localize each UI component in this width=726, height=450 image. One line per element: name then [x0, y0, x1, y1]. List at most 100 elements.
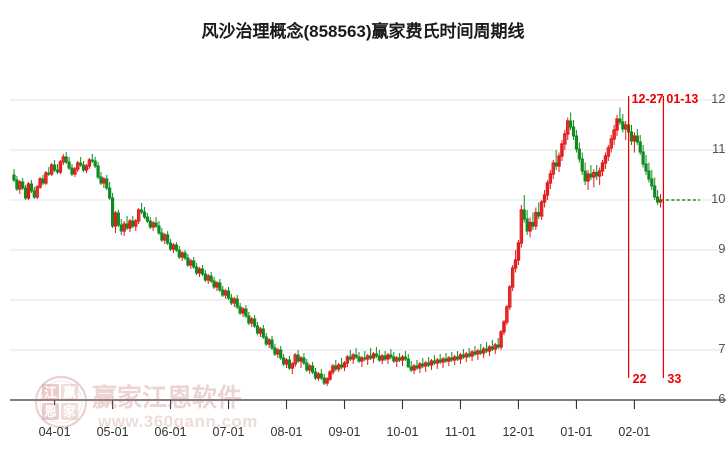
candle-body	[467, 353, 471, 357]
candle-body	[160, 232, 164, 241]
candle-body-fill	[593, 173, 595, 177]
candle-body	[282, 357, 286, 365]
candle-body	[481, 348, 486, 354]
candle-body-fill	[547, 183, 548, 195]
candle-body	[215, 282, 219, 288]
candle-body	[432, 360, 436, 364]
fib-count-label: 33	[667, 372, 682, 386]
candle-body	[84, 165, 89, 171]
candle-body	[212, 280, 216, 288]
candle-body	[336, 364, 341, 370]
candle-body-fill	[564, 134, 566, 144]
candle-body	[496, 344, 500, 348]
candle-body-fill	[567, 121, 569, 134]
candle-body	[113, 212, 118, 227]
candle-body	[629, 131, 634, 142]
candle-body	[522, 209, 526, 220]
candle-body-fill	[387, 355, 389, 359]
candle-body	[525, 218, 529, 232]
candle-body-fill	[326, 379, 328, 383]
candle-body	[577, 148, 581, 160]
candle-body-fill	[402, 357, 403, 360]
candle-body-fill	[610, 139, 612, 148]
x-axis-tick-label: 02-01	[618, 425, 651, 439]
candle-body	[597, 170, 602, 177]
candle-body	[415, 365, 419, 369]
candle-body-fill	[521, 210, 522, 243]
candle-body	[241, 308, 245, 314]
candle-body-fill	[225, 291, 226, 295]
candle-body	[293, 354, 297, 365]
candle-body	[438, 359, 442, 363]
candle-body-fill	[138, 210, 139, 221]
candles-layer	[12, 107, 663, 386]
candle-body-fill	[471, 352, 473, 356]
candle-body	[305, 362, 309, 371]
candle-body	[157, 225, 161, 234]
candle-body-fill	[512, 268, 513, 287]
candle-body	[461, 354, 465, 358]
candle-body	[284, 359, 289, 365]
candle-body	[409, 366, 413, 371]
candle-body	[566, 120, 570, 135]
candle-body-fill	[465, 354, 467, 357]
candle-body-fill	[19, 182, 21, 189]
candle-body	[444, 358, 448, 362]
candle-body-fill	[552, 163, 554, 174]
candle-body	[397, 357, 402, 361]
candle-body	[23, 187, 28, 199]
candle-body-fill	[361, 358, 363, 361]
candle-body	[232, 298, 237, 304]
candle-body	[638, 141, 642, 153]
candle-body-fill	[587, 174, 589, 181]
candle-body	[12, 174, 16, 181]
candle-body	[163, 234, 167, 241]
candle-body	[389, 354, 393, 358]
candle-body-fill	[62, 157, 64, 162]
candle-body-fill	[190, 261, 192, 265]
candle-body	[267, 339, 271, 345]
candle-body-fill	[60, 162, 61, 172]
candle-body	[363, 357, 367, 360]
candle-body-fill	[419, 364, 421, 368]
candle-body-fill	[503, 322, 505, 332]
candle-body	[154, 222, 158, 227]
candle-body	[90, 159, 94, 162]
candle-body	[151, 222, 155, 228]
candle-body-fill	[77, 163, 79, 169]
candle-body	[139, 209, 144, 213]
candle-body-fill	[605, 156, 606, 163]
candle-body	[618, 118, 622, 123]
candle-body	[650, 178, 654, 187]
candle-body	[569, 120, 573, 128]
candle-body	[302, 357, 306, 364]
candle-body	[134, 220, 138, 227]
candle-body	[125, 223, 129, 229]
y-axis-tick-label: 700	[718, 341, 726, 356]
candle-body	[539, 201, 544, 217]
candle-body-fill	[242, 309, 244, 313]
candle-body-fill	[347, 357, 348, 363]
candle-body	[296, 354, 300, 362]
candle-body-fill	[292, 364, 293, 368]
candle-body-fill	[634, 136, 635, 141]
candle-body-fill	[318, 374, 319, 378]
candle-body	[351, 354, 355, 360]
candle-body	[499, 331, 503, 348]
candle-body	[392, 356, 396, 362]
candle-body	[641, 151, 645, 165]
candle-body	[548, 173, 553, 184]
candle-body	[470, 351, 474, 357]
candle-body-fill	[431, 361, 432, 365]
fib-date-label: 01-13	[666, 92, 699, 106]
candle-body	[656, 196, 660, 203]
candle-body	[452, 356, 457, 361]
candle-body	[264, 336, 268, 345]
candle-body	[131, 220, 135, 227]
candle-body	[192, 260, 196, 268]
candle-body	[183, 252, 187, 259]
candle-body	[365, 355, 370, 360]
candle-body	[148, 220, 152, 228]
